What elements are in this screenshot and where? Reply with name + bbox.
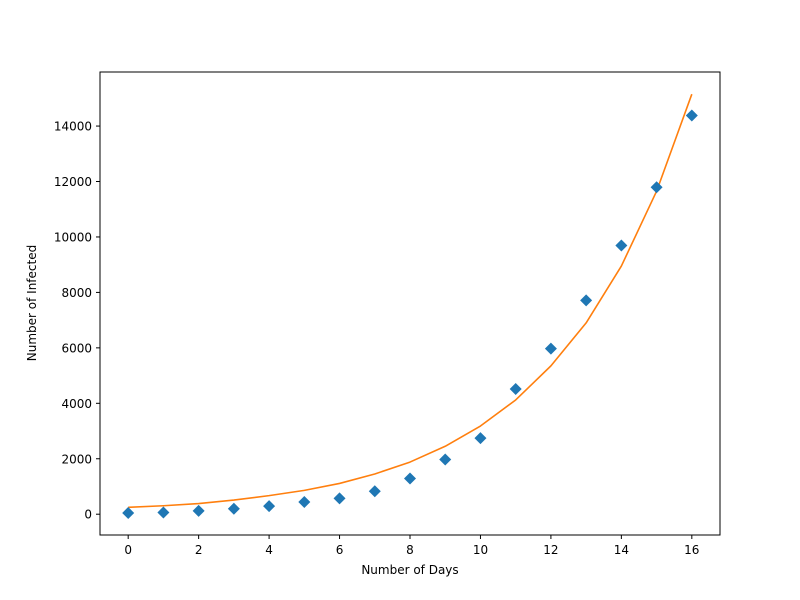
data-point-diamond bbox=[544, 342, 557, 355]
data-point-diamond bbox=[298, 496, 311, 509]
data-point-diamond bbox=[192, 504, 205, 517]
data-point-diamond bbox=[404, 472, 416, 485]
y-tick-label: 0 bbox=[84, 508, 92, 522]
y-axis-title: Number of Infected bbox=[25, 245, 39, 361]
data-point-diamond bbox=[474, 432, 487, 445]
data-point-diamond bbox=[122, 506, 135, 519]
y-tick-label: 10000 bbox=[54, 230, 92, 244]
y-tick-label: 2000 bbox=[61, 452, 92, 466]
marks-layer bbox=[122, 93, 698, 519]
x-tick-label: 10 bbox=[473, 543, 488, 557]
y-tick-label: 8000 bbox=[61, 286, 92, 300]
data-point-diamond bbox=[685, 109, 698, 122]
x-tick-label: 0 bbox=[124, 543, 132, 557]
data-point-diamond bbox=[333, 492, 346, 505]
x-tick-label: 12 bbox=[543, 543, 558, 557]
data-point-diamond bbox=[650, 181, 663, 194]
data-point-diamond bbox=[227, 502, 240, 515]
plot-frame bbox=[99, 71, 721, 536]
x-tick-label: 16 bbox=[684, 543, 699, 557]
axes-layer: 0 2 4 6 8 10 12 14 16 0 2000 4000 6000 8000 10000 12000… bbox=[54, 71, 721, 557]
y-tick-label: 12000 bbox=[54, 175, 92, 189]
x-tick-label: 14 bbox=[614, 543, 629, 557]
y-tick-label: 4000 bbox=[61, 397, 92, 411]
data-point-diamond bbox=[580, 294, 593, 307]
data-point-diamond bbox=[615, 239, 628, 252]
x-tick-label: 8 bbox=[406, 543, 414, 557]
y-tick-label: 6000 bbox=[61, 341, 92, 355]
x-axis-title: Number of Days bbox=[361, 563, 458, 577]
data-point-diamond bbox=[509, 383, 522, 396]
y-tick-label: 14000 bbox=[54, 120, 92, 134]
x-tick-label: 6 bbox=[336, 543, 344, 557]
data-point-diamond bbox=[157, 506, 170, 519]
data-point-diamond bbox=[439, 453, 452, 466]
data-point-diamond bbox=[368, 485, 381, 498]
x-tick-label: 4 bbox=[265, 543, 273, 557]
x-tick-label: 2 bbox=[195, 543, 203, 557]
data-point-diamond bbox=[263, 500, 276, 513]
fit-curve-line bbox=[128, 93, 693, 509]
